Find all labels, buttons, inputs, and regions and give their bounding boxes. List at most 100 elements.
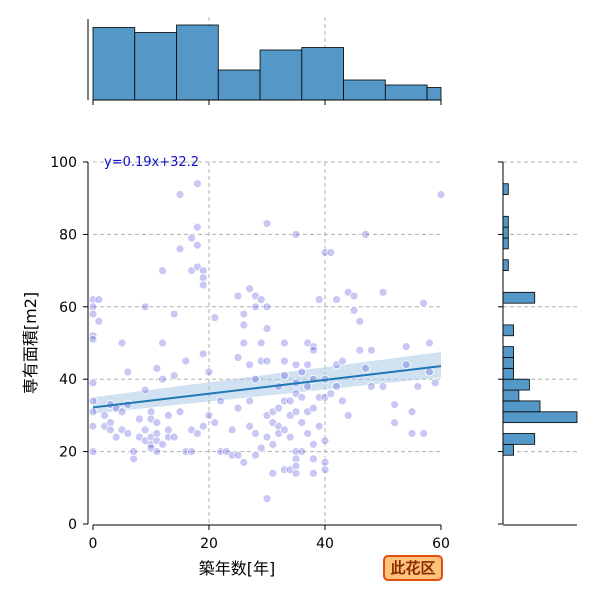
right-histogram-bar: [502, 367, 514, 380]
right-histogram-bar: [502, 237, 509, 250]
scatter-point: [88, 396, 98, 406]
scatter-point: [268, 468, 278, 478]
scatter-point: [88, 309, 98, 319]
scatter-point: [401, 342, 411, 352]
scatter-point: [320, 436, 330, 446]
scatter-point: [303, 360, 313, 370]
scatter-point: [233, 450, 243, 460]
scatter-point: [262, 219, 272, 228]
y-tick-label: 20: [59, 445, 77, 461]
y-tick-label: 40: [59, 372, 77, 388]
top-histogram-bar: [301, 47, 344, 101]
scatter-point: [88, 334, 98, 344]
scatter-point: [308, 439, 318, 449]
scatter-point: [413, 382, 423, 391]
scatter-point: [274, 403, 284, 413]
scatter-point: [430, 378, 440, 388]
scatter-point: [106, 425, 115, 435]
scatter-point: [192, 222, 202, 232]
scatter-point: [169, 309, 179, 319]
top-histogram-bar: [217, 69, 261, 101]
scatter-point: [169, 371, 179, 380]
scatter-point: [88, 302, 98, 312]
scatter-point: [250, 429, 260, 438]
scatter-point: [158, 439, 168, 449]
x-tick-label: 20: [200, 536, 218, 552]
scatter-point: [146, 407, 156, 417]
scatter-point: [314, 421, 324, 431]
scatter-point: [192, 179, 202, 189]
scatter-point: [227, 425, 237, 435]
scatter-point: [262, 494, 272, 504]
scatter-point: [361, 363, 371, 373]
scatter-point: [297, 418, 307, 428]
confidence-band-layer: [93, 352, 441, 414]
scatter-point: [314, 295, 324, 304]
scatter-point: [279, 356, 289, 366]
scatter-point: [175, 190, 185, 199]
scatter-point: [94, 295, 104, 304]
x-axis-title: 築年数[年]: [199, 559, 276, 578]
scatter-point: [163, 410, 173, 420]
x-tick-label: 60: [432, 536, 450, 552]
right-histogram-bar: [502, 324, 514, 337]
scatter-point: [175, 244, 185, 254]
scatter-point: [419, 298, 429, 308]
scatter-point: [152, 363, 162, 373]
scatter-point: [181, 356, 191, 366]
scatter-point: [158, 266, 168, 276]
scatter-point: [192, 240, 202, 250]
scatter-point: [308, 345, 318, 355]
scatter-point: [117, 338, 127, 348]
scatter-point: [308, 468, 318, 478]
top-histogram-bar: [259, 49, 303, 101]
scatter-point: [152, 447, 162, 457]
scatter-point: [279, 371, 289, 380]
scatter-point: [291, 360, 301, 370]
y-tick-label: 80: [59, 227, 77, 243]
right-histogram-bar: [502, 259, 509, 271]
scatter-point: [343, 410, 353, 420]
scatter-point: [436, 190, 446, 199]
top-histogram-bar: [426, 87, 442, 101]
regression-layer: [92, 365, 442, 409]
scatter-point: [326, 389, 336, 399]
scatter-point: [297, 367, 307, 377]
scatter-point: [152, 429, 162, 438]
scatter-point: [123, 367, 133, 377]
scatter-point: [424, 367, 434, 377]
right-histogram-layer: [498, 161, 578, 526]
scatter-point: [88, 421, 98, 431]
scatter-point: [100, 410, 109, 420]
scatter-point: [192, 429, 202, 438]
scatter-point: [378, 382, 388, 391]
scatter-point: [355, 345, 365, 355]
scatter-point: [268, 439, 278, 449]
scatter-point: [303, 382, 313, 391]
scatter-point: [291, 454, 301, 464]
top-histogram-layer: [87, 19, 442, 105]
scatter-point: [424, 338, 434, 348]
right-histogram-bar: [502, 357, 514, 369]
scatter-point: [216, 396, 226, 406]
scatter-point: [256, 338, 266, 348]
scatter-point: [390, 418, 400, 428]
scatter-point: [285, 432, 295, 442]
scatter-point: [320, 465, 330, 475]
scatter-point: [158, 374, 168, 384]
scatter-point: [140, 302, 150, 312]
regression-equation-label: y=0.19x+32.2: [104, 155, 199, 170]
scatter-point: [187, 447, 197, 457]
scatter-point: [262, 324, 272, 333]
scatter-point: [355, 316, 365, 326]
scatter-point: [326, 248, 336, 257]
scatter-point: [308, 454, 318, 464]
scatter-point: [239, 320, 249, 330]
scatter-point: [198, 280, 208, 290]
scatter-point: [279, 338, 289, 348]
scatter-point: [129, 454, 139, 464]
scatter-point: [94, 316, 104, 326]
scatter-point: [239, 458, 249, 467]
